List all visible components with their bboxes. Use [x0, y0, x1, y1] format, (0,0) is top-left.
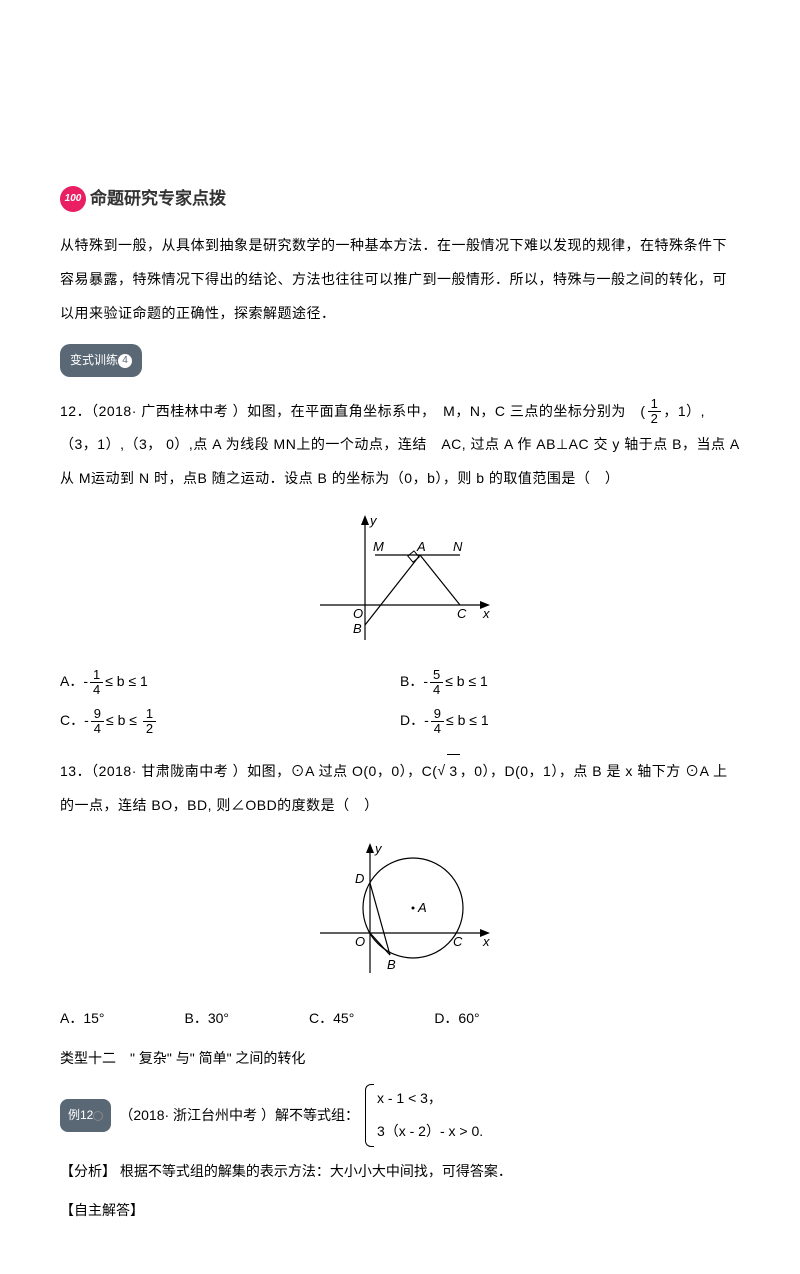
q13-text-1: 13．（2018· 甘肃陇南中考 ）如图，⊙A 过点 O(0，0），C(	[60, 763, 437, 779]
svg-text:B: B	[353, 621, 362, 636]
variation-badge-row: 变式训练4	[60, 344, 740, 386]
analysis-label: 【分析】	[60, 1163, 116, 1179]
svg-text:O: O	[353, 606, 363, 621]
figure-q13: y x D A O C B	[60, 833, 740, 994]
q12-text-3: 0）,点 A 为线段 MN上的一个动点，连结 AC, 过点 A 作 AB⊥AC …	[60, 436, 739, 486]
q12-options: A．-14≤ b ≤ 1 B．-54≤ b ≤ 1 C．-94≤ b ≤ 12 …	[60, 666, 740, 736]
svg-text:C: C	[457, 606, 467, 621]
inequality-system: x - 1 < 3， 3（x - 2）- x > 0.	[363, 1082, 483, 1149]
figure-q12: y x M A N O C B	[60, 505, 740, 656]
type-12-title: 类型十二 " 复杂" 与" 简单" 之间的转化	[60, 1042, 740, 1076]
example-12: 例12 （2018· 浙江台州中考 ）解不等式组： x - 1 < 3， 3（x…	[60, 1082, 740, 1149]
svg-text:y: y	[374, 841, 383, 856]
badge-circle-icon	[93, 1111, 103, 1121]
svg-text:y: y	[369, 513, 378, 528]
svg-text:C: C	[453, 934, 463, 949]
svg-text:A: A	[416, 539, 426, 554]
analysis: 【分析】 根据不等式组的解集的表示方法：大小小大中间找，可得答案．	[60, 1155, 740, 1189]
example-12-text: （2018· 浙江台州中考 ）解不等式组：	[119, 1099, 359, 1133]
q13-option-b: B．30°	[185, 1003, 230, 1034]
question-12: 12．（2018· 广西桂林中考 ）如图，在平面直角坐标系中， M，N，C 三点…	[60, 395, 740, 496]
ineq-line-2: 3（x - 2）- x > 0.	[377, 1123, 483, 1139]
header-title: 命题研究专家点拨	[90, 180, 226, 217]
svg-text:N: N	[453, 539, 463, 554]
svg-text:D: D	[355, 871, 364, 886]
svg-text:A: A	[417, 900, 427, 915]
q12-option-a: A．-14≤ b ≤ 1	[60, 666, 400, 697]
svg-text:B: B	[387, 957, 396, 972]
q13-sqrt: 3	[447, 754, 459, 789]
q13-option-a: A．15°	[60, 1003, 105, 1034]
svg-text:O: O	[355, 934, 365, 949]
question-13: 13．（2018· 甘肃陇南中考 ）如图，⊙A 过点 O(0，0），C(3，0）…	[60, 754, 740, 822]
q12-option-d: D．-94≤ b ≤ 1	[400, 705, 740, 736]
variation-badge-text: 变式训练	[70, 353, 118, 367]
q12-option-b: B．-54≤ b ≤ 1	[400, 666, 740, 697]
q12-text-1: 12．（2018· 广西桂林中考 ）如图，在平面直角坐标系中， M，N，C 三点…	[60, 403, 646, 419]
svg-text:M: M	[373, 539, 384, 554]
expert-header: 100 命题研究专家点拨	[60, 180, 740, 217]
q12-option-c: C．-94≤ b ≤ 12	[60, 705, 400, 736]
intro-paragraph: 从特殊到一般，从具体到抽象是研究数学的一种基本方法．在一般情况下难以发现的规律，…	[60, 229, 740, 330]
svg-text:x: x	[482, 934, 490, 949]
svg-text:x: x	[482, 606, 490, 621]
analysis-text: 根据不等式组的解集的表示方法：大小小大中间找，可得答案．	[120, 1163, 512, 1179]
badge-100-icon: 100	[60, 186, 86, 212]
q12-frac-1: 12	[648, 397, 662, 427]
q13-options: A．15° B．30° C．45° D．60°	[60, 1003, 740, 1034]
variation-badge: 变式训练4	[60, 344, 142, 376]
example-12-badge: 例12	[60, 1099, 111, 1132]
q13-option-d: D．60°	[434, 1003, 479, 1034]
variation-num: 4	[118, 354, 132, 368]
self-solve-label: 【自主解答】	[60, 1194, 740, 1228]
q13-option-c: C．45°	[309, 1003, 354, 1034]
ineq-line-1: x - 1 < 3，	[377, 1090, 442, 1106]
